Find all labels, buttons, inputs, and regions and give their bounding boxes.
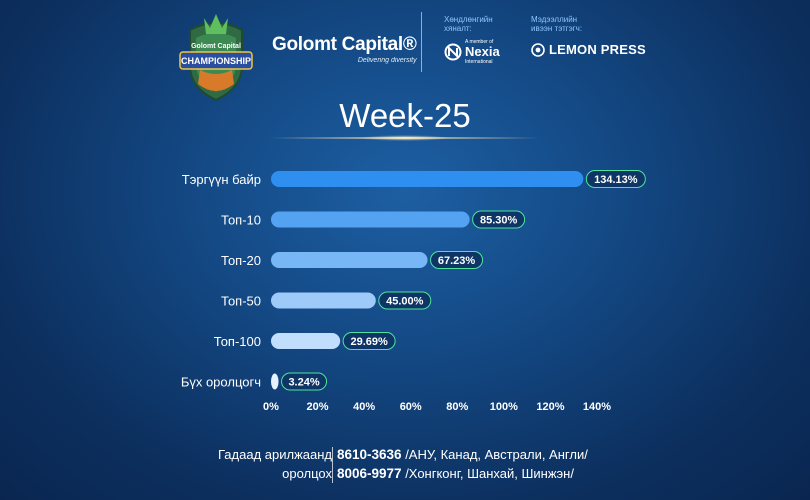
footer-label-line1: Гадаад арилжаанд [217,447,332,462]
golomt-capital-logo: Golomt Capital® Delivering diversity [272,34,417,64]
page-title: Week-25 [339,97,471,134]
media-caption-line2: ивээн тэтгэгч: [531,24,583,33]
nexia-sub: International [465,59,493,65]
x-tick-label: 60% [400,401,422,413]
category-label: Топ-50 [221,294,261,309]
category-label: Топ-10 [221,213,261,228]
data-label-badge [585,170,646,188]
media-caption: Мэдээллийн ивээн тэтгэгч: [531,15,582,33]
data-label-badge [472,210,526,229]
bar [271,373,279,390]
x-tick-label: 0% [263,401,279,413]
region-1: /АНУ, Канад, Австрали, Англи/ [405,447,588,462]
data-label-badge [342,332,396,350]
emblem-line1: Golomt Capital [191,43,241,50]
header: Golomt Capital CHAMPIONSHIP Golomt Capit… [0,0,810,110]
header-divider [421,12,422,72]
lemon-mark-icon [531,42,545,57]
phone-2: 8006-9977 [337,466,402,481]
data-label: 45.00% [386,296,424,308]
data-label-badge [430,251,484,269]
footer-label-line2: оролцох [282,466,332,481]
x-tick-label: 120% [536,401,564,413]
data-label-badge [281,372,328,391]
data-label: 134.13% [594,174,638,186]
category-label: Тэргүүн байр [182,172,261,187]
x-tick-label: 20% [307,401,329,413]
bar [271,333,341,349]
category-label: Бүх оролцогч [181,375,261,390]
footer: Гадаад арилжаанд оролцох 8610-3636 /АНУ,… [0,440,810,490]
brand-tagline: Delivering diversity [357,57,417,64]
audit-caption: Хөндлөнгийн хяналт: [444,15,493,33]
bar [271,171,584,187]
category-label: Топ-20 [221,253,261,268]
nexia-mark-icon [444,43,462,61]
footer-label: Гадаад арилжаанд оролцох [218,445,332,483]
lemon-press-name: LEMON PRESS [549,42,646,57]
category-label: Топ-100 [214,334,261,349]
audit-caption-line1: Хөндлөнгийн [444,15,493,24]
championship-emblem: Golomt Capital CHAMPIONSHIP [179,14,253,102]
region-2: /Хонгконг, Шанхай, Шинжэн/ [405,466,574,481]
title-underline-glow [360,135,450,141]
bar-chart: Тэргүүн байр 134.13% Топ-10 85.30% Топ-20 67.… [181,170,646,413]
audit-caption-line2: хяналт: [444,24,472,33]
x-tick-label: 100% [490,401,518,413]
bar [271,211,470,228]
data-label: 85.30% [480,215,518,227]
data-label: 67.23% [438,255,476,267]
nexia-name: Nexia [465,44,500,59]
nexia-logo: A member of Nexia International [444,38,500,66]
x-tick-label: 40% [353,401,375,413]
phone-1: 8610-3636 [337,447,402,462]
brand-name: Golomt Capital® [272,34,417,55]
media-caption-line1: Мэдээллийн [531,15,578,24]
bar [271,252,428,268]
x-tick-label: 80% [446,401,468,413]
data-label-badge [378,291,432,310]
data-label: 3.24% [288,377,319,389]
bar [271,292,376,309]
emblem-line2: CHAMPIONSHIP [181,56,251,66]
footer-divider [332,447,333,483]
lemon-press-logo: LEMON PRESS [531,42,646,57]
footer-contacts: 8610-3636 /АНУ, Канад, Австрали, Англи/ … [337,445,588,483]
nexia-small: A member of [465,39,494,45]
x-tick-label: 140% [583,401,611,413]
data-label: 29.69% [350,336,388,348]
